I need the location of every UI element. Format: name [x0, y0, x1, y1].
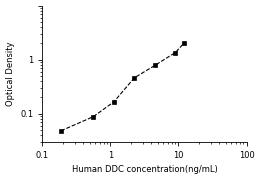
Y-axis label: Optical Density: Optical Density — [5, 41, 15, 106]
X-axis label: Human DDC concentration(ng/mL): Human DDC concentration(ng/mL) — [72, 165, 217, 174]
